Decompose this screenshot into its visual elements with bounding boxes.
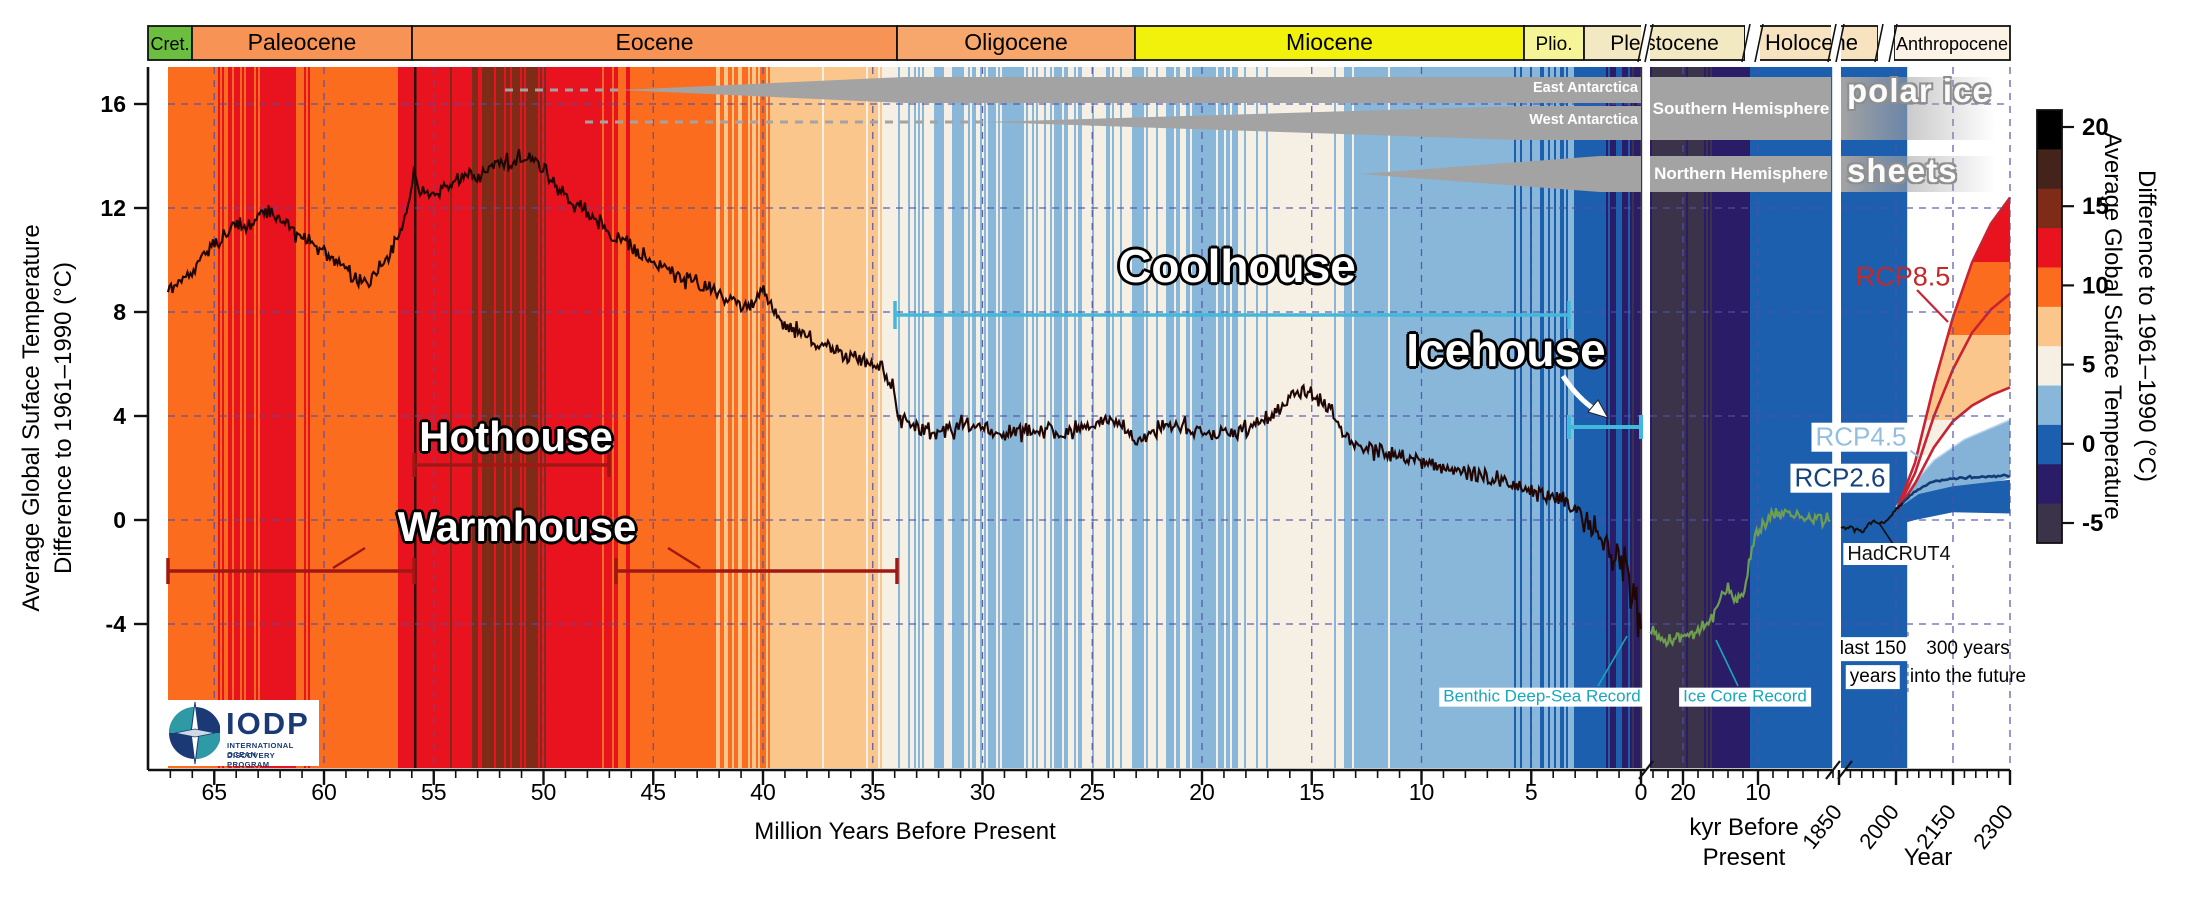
ice-core-curve [1649, 506, 1831, 649]
hadcrut4-curve [1840, 502, 1904, 535]
svg-text:35: 35 [860, 779, 886, 805]
x-axis-title-kyr-line2: Present [1702, 844, 1786, 871]
y-axis-label-line2: Difference to 1961–1990 (°C) [50, 261, 77, 575]
x-axis-title-main: Million Years Before Present [754, 818, 1056, 845]
hadcrut4-label: HadCRUT4 [1843, 543, 1955, 565]
polar-ice-label-line1: polar ice [1847, 72, 1992, 109]
svg-text:16: 16 [100, 91, 126, 117]
svg-text:20: 20 [1670, 779, 1696, 805]
northern-hemisphere-label: Northern Hemisphere [1654, 164, 1828, 183]
petm-stripe [413, 67, 417, 768]
southern-hemisphere-label: Southern Hemisphere [1652, 99, 1830, 118]
colorbar-label-line2: Difference to 1961–1990 (°C) [2133, 169, 2160, 483]
epoch-label-3: Oligocene [964, 29, 1068, 55]
rcp85-uncertainty-fan [1900, 197, 2010, 455]
future-300-years-line2: into the future [1909, 666, 2027, 688]
epoch-label-5: Plio. [1536, 34, 1573, 55]
x-axis-title-kyr-line1: kyr Before [1689, 814, 1799, 841]
svg-text:5: 5 [2082, 352, 2095, 379]
svg-text:55: 55 [421, 779, 447, 805]
hothouse-label: Hothouse [419, 413, 613, 460]
svg-text:8: 8 [113, 299, 126, 325]
svg-text:1850: 1850 [1797, 800, 1847, 854]
svg-text:40: 40 [750, 779, 776, 805]
rcp85-leader [1916, 289, 1949, 323]
svg-text:30: 30 [970, 779, 996, 805]
svg-text:2000: 2000 [1854, 800, 1904, 854]
bracket [893, 301, 1571, 329]
epoch-label-8: Anthropocene [1896, 34, 2008, 54]
svg-text:10: 10 [1409, 779, 1435, 805]
iodp-line1: INTERNATIONAL OCEAN [227, 741, 294, 759]
ice-core-record-label: Ice Core Record [1679, 687, 1811, 707]
svg-text:15: 15 [2082, 193, 2109, 220]
iodp-globe-icon [169, 701, 221, 765]
warming-stripes-main [168, 67, 1643, 768]
west-antarctica-label: West Antarctica [1529, 112, 1638, 128]
last-150-years-line2: years [1845, 665, 1901, 689]
svg-text:0: 0 [2082, 431, 2095, 458]
svg-text:10: 10 [2082, 272, 2109, 299]
svg-text:12: 12 [100, 195, 126, 221]
east-antarctica-label: East Antarctica [1532, 80, 1638, 96]
svg-text:-4: -4 [106, 611, 127, 637]
colorbar: 20 15 10 5 0 -5 [2036, 109, 2109, 544]
epoch-label-1: Paleocene [248, 29, 357, 55]
iodp-logo: IODP INTERNATIONAL OCEAN DISCOVERY PROGR… [158, 700, 319, 769]
epoch-label-2: Eocene [615, 29, 693, 55]
epoch-label-7: Holocene [1765, 30, 1858, 55]
svg-text:5: 5 [1525, 779, 1538, 805]
rcp26-label: RCP2.6 [1790, 464, 1890, 493]
svg-text:65: 65 [201, 779, 227, 805]
svg-text:-5: -5 [2082, 510, 2103, 537]
benthic-leader [1597, 635, 1628, 687]
rcp45-mean-line [1897, 473, 2010, 509]
icecore-leader [1715, 639, 1739, 687]
polar-ice-label-line2: sheets [1847, 152, 1958, 189]
epoch-bar: Cret. Paleocene Eocene Oligocene Miocene Plio… [147, 23, 2011, 63]
epoch-label-4: Miocene [1286, 29, 1373, 55]
bracket [166, 558, 416, 584]
bracket [614, 558, 899, 584]
svg-text:0: 0 [1635, 779, 1648, 805]
svg-text:4: 4 [113, 403, 126, 429]
svg-text:20: 20 [2082, 114, 2109, 141]
rcp85-label: RCP8.5 [1855, 261, 1951, 292]
icehouse-label: Icehouse [1406, 324, 1606, 376]
svg-text:25: 25 [1079, 779, 1105, 805]
rcp45-label: RCP4.5 [1811, 423, 1911, 452]
last-150-years-line1: last 150 [1835, 637, 1911, 661]
colorbar-label-line1: Average Global Suface Temperature [2099, 132, 2126, 520]
svg-text:45: 45 [640, 779, 666, 805]
y-axis-label-line1: Average Global Suface Temperature [18, 224, 45, 612]
future-300-years-line1: 300 years [1926, 638, 2010, 660]
warming-stripes-kyr [1650, 67, 1833, 768]
epoch-label-0: Cret. [150, 34, 189, 54]
svg-text:60: 60 [311, 779, 337, 805]
warmhouse-label: Warmhouse [397, 503, 637, 550]
benthic-curve [166, 148, 1643, 638]
coolhouse-label: Coolhouse [1118, 240, 1356, 292]
epoch-label-6: Pleistocene [1610, 32, 1719, 55]
warming-stripes-historical [1841, 67, 1908, 768]
hadcrut-leader [1878, 522, 1894, 545]
svg-text:0: 0 [113, 507, 126, 533]
svg-text:20: 20 [1189, 779, 1215, 805]
gridlines [168, 67, 2011, 768]
svg-text:2300: 2300 [1968, 800, 2018, 854]
svg-text:10: 10 [1745, 779, 1771, 805]
benthic-record-label: Benthic Deep-Sea Record [1439, 687, 1645, 707]
iodp-line2: DISCOVERY PROGRAM [227, 751, 275, 769]
svg-text:50: 50 [531, 779, 557, 805]
bracket [1567, 415, 1643, 439]
ice-sheet-bars [505, 77, 1996, 192]
iodp-acronym: IODP [226, 706, 310, 741]
bracket [412, 453, 611, 477]
svg-text:15: 15 [1299, 779, 1325, 805]
x-axis-title-year: Year [1903, 844, 1953, 871]
